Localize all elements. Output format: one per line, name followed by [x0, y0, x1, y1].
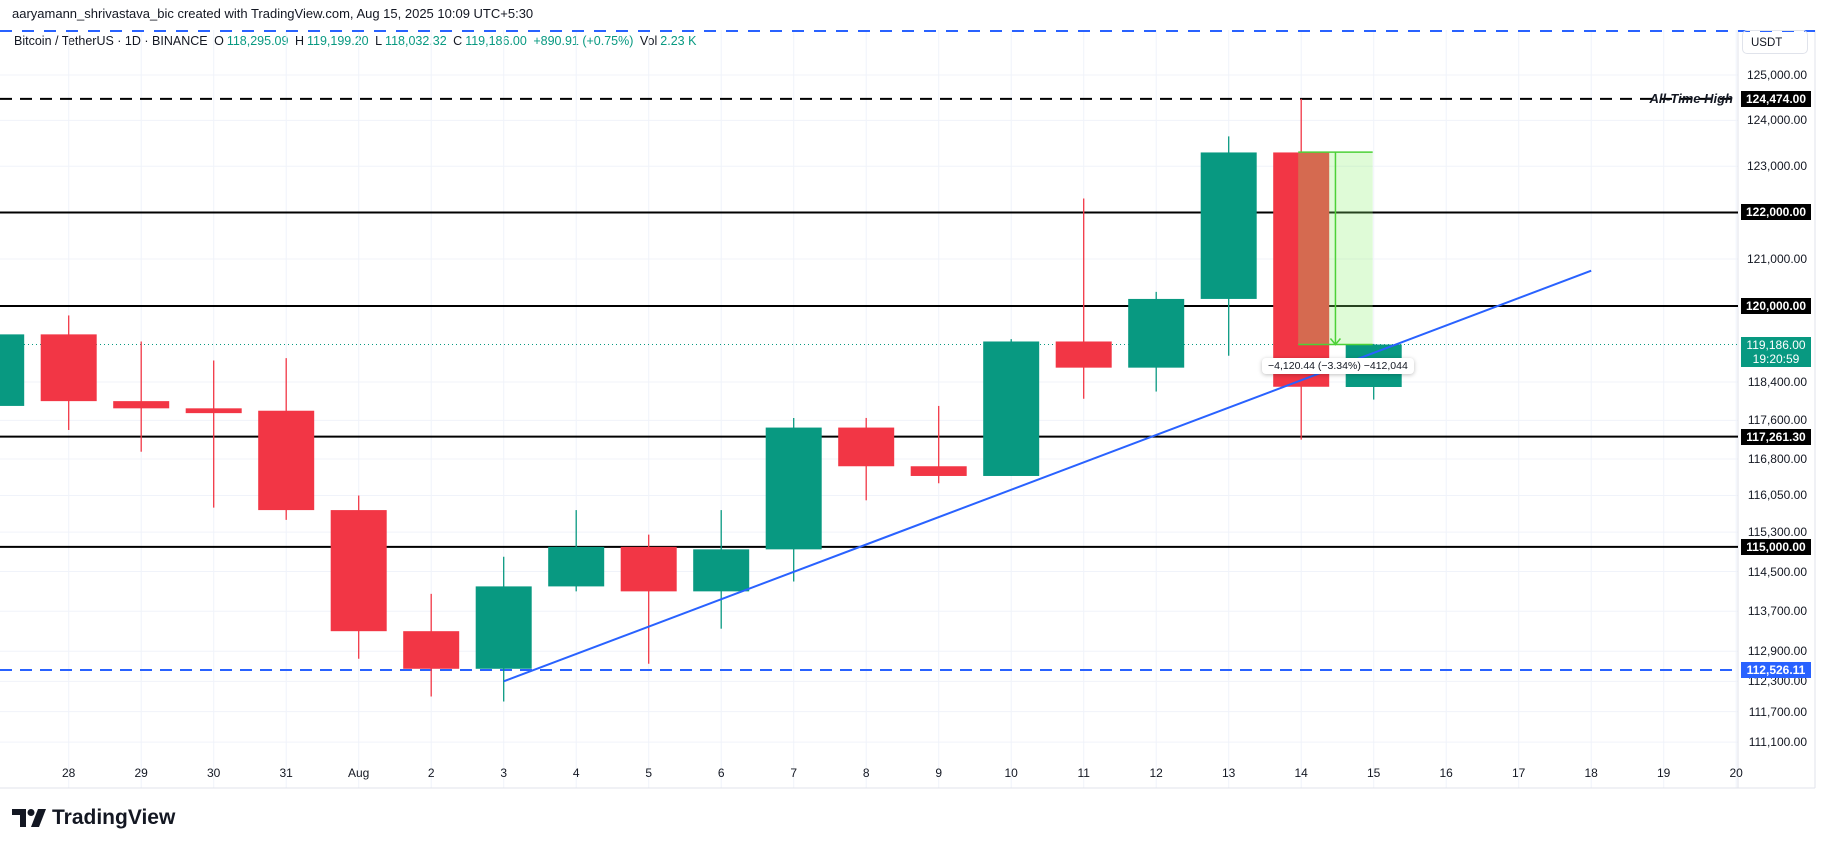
candle-body — [765, 427, 822, 550]
open-value: 118,295.09 — [226, 34, 289, 48]
candle-body — [330, 510, 387, 632]
watermark-text: TradingView — [52, 806, 176, 829]
level-price-label: 115,000.00 — [1741, 538, 1811, 555]
symbol-name[interactable]: Bitcoin / TetherUS · 1D · BINANCE — [14, 34, 208, 48]
level-price-label: 117,261.30 — [1741, 428, 1811, 445]
volume-value: 2.23 K — [660, 34, 697, 48]
price-tick-label: 116,800.00 — [1747, 451, 1807, 466]
tradingview-logo: TradingView — [12, 806, 175, 830]
candle-body — [620, 546, 677, 592]
candle-body — [910, 466, 967, 476]
ath-label: All-Time High — [1649, 91, 1733, 106]
candle-body — [113, 401, 170, 409]
time-tick-label: 2 — [427, 766, 435, 780]
price-tick-label: 118,400.00 — [1747, 374, 1807, 389]
high-value: 119,199.20 — [306, 34, 369, 48]
time-tick-label: 9 — [935, 766, 943, 780]
time-tick-label: 3 — [500, 766, 508, 780]
candle-body — [1200, 152, 1257, 299]
close-label: C — [453, 34, 463, 48]
price-tick-label: 114,500.00 — [1747, 564, 1807, 579]
time-tick-label: 10 — [1004, 766, 1018, 780]
attribution: aaryamann_shrivastava_bic created with T… — [12, 6, 534, 21]
candle-body — [1128, 298, 1185, 368]
level-price-label: 120,000.00 — [1741, 298, 1811, 314]
currency-button[interactable]: USDT — [1742, 30, 1808, 54]
level-price-label: 122,000.00 — [1741, 204, 1811, 221]
time-tick-label: 7 — [790, 766, 798, 780]
price-tick-label: 125,000.00 — [1746, 67, 1807, 82]
candle-body — [1273, 152, 1330, 387]
bar-countdown: 19:20:59 — [1752, 351, 1800, 366]
time-tick-label: 19 — [1657, 766, 1671, 780]
candle-body — [838, 427, 895, 467]
time-tick-label: 28 — [62, 766, 76, 780]
price-tick-label: 116,050.00 — [1747, 488, 1807, 503]
current-price-value: 119,186.00 — [1746, 337, 1806, 352]
time-tick-label: 8 — [862, 766, 870, 780]
candle-body — [548, 546, 605, 587]
price-tick-label: 123,000.00 — [1746, 159, 1807, 174]
open-label: O — [214, 34, 224, 48]
tradingview-logo-icon — [12, 809, 46, 827]
candle-body — [403, 631, 460, 669]
time-tick-label: 30 — [207, 766, 221, 780]
candle-body — [475, 586, 532, 669]
candle-body — [983, 341, 1040, 476]
time-tick-label: 18 — [1584, 766, 1598, 780]
price-tick-label: 121,000.00 — [1746, 252, 1807, 267]
time-tick-label: 5 — [645, 766, 653, 780]
candle-body — [258, 410, 315, 511]
time-tick-label: 17 — [1512, 766, 1526, 780]
symbol-legend: Bitcoin / TetherUS · 1D · BINANCE O 118,2… — [14, 34, 699, 48]
candle-body — [185, 408, 242, 414]
time-tick-label: 11 — [1077, 766, 1090, 780]
price-tick-label: 112,900.00 — [1747, 644, 1807, 659]
price-tick-label: 124,000.00 — [1746, 113, 1807, 128]
time-tick-label: 15 — [1367, 766, 1381, 780]
measure-arrow-head-icon — [1329, 338, 1342, 346]
price-tick-label: 115,300.00 — [1747, 525, 1807, 540]
candle-body — [693, 549, 750, 592]
time-tick-label: 4 — [572, 766, 580, 780]
time-tick-label: 31 — [279, 766, 293, 780]
level-price-label: 112,526.11 — [1741, 661, 1811, 678]
time-tick-label: Aug — [348, 766, 370, 780]
price-tick-label: 117,600.00 — [1747, 413, 1807, 428]
current-price-label: 119,186.00 19:20:59 — [1741, 336, 1811, 367]
candle-body — [1055, 341, 1112, 368]
time-tick-label: 16 — [1439, 766, 1453, 780]
change-value: +890.91 (+0.75%) — [533, 34, 634, 48]
high-label: H — [294, 34, 304, 48]
time-tick-label: 29 — [134, 766, 148, 780]
time-tick-label: 6 — [717, 766, 725, 780]
time-tick-label: 20 — [1729, 766, 1743, 780]
trendline — [503, 269, 1592, 683]
time-tick-label: 13 — [1222, 766, 1236, 780]
measure-tooltip: −4,120.44 (−3.34%) −412,044 — [1262, 358, 1414, 374]
low-label: L — [375, 34, 383, 48]
price-tick-label: 111,700.00 — [1748, 704, 1807, 719]
price-tick-label: 111,100.00 — [1748, 735, 1807, 750]
close-value: 119,186.00 — [465, 34, 527, 48]
time-tick-label: 14 — [1294, 766, 1308, 780]
candle-body — [40, 334, 97, 402]
price-tick-label: 113,700.00 — [1747, 604, 1807, 619]
level-price-label: 124,474.00 — [1741, 90, 1811, 107]
candle-body — [0, 334, 25, 406]
time-tick-label: 12 — [1149, 766, 1163, 780]
